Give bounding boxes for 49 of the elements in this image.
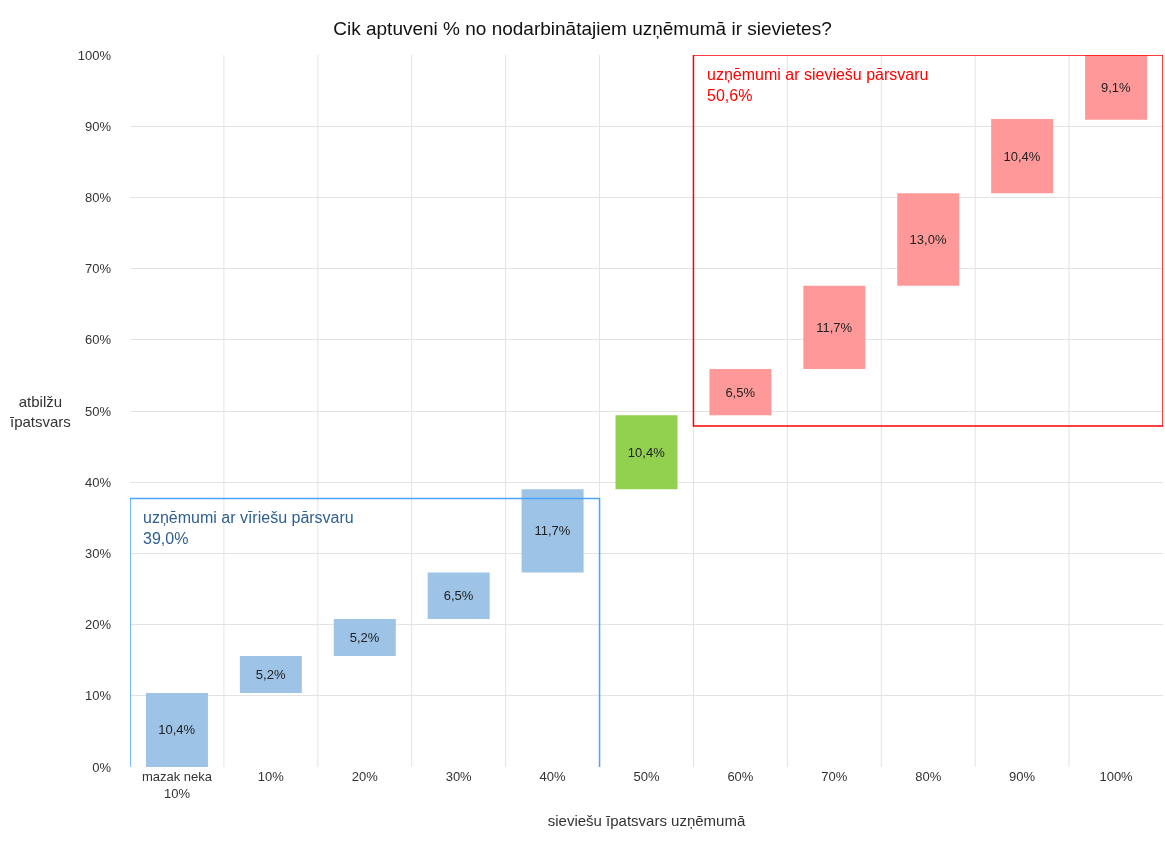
bar — [991, 119, 1054, 194]
y-tick-label: 100% — [77, 47, 112, 63]
y-tick-label: 80% — [84, 189, 112, 205]
x-tick-label: 60% — [727, 769, 754, 784]
data-label: 6,5% — [725, 384, 756, 400]
data-label: 9,1% — [1101, 79, 1132, 95]
bar — [615, 415, 678, 490]
y-tick-label: 30% — [84, 545, 112, 561]
x-tick-label: 20% — [351, 769, 379, 784]
data-label: 11,7% — [816, 319, 853, 335]
x-tick-label: 70% — [821, 769, 848, 784]
x-tick-label: 80% — [915, 769, 942, 784]
y-tick-label: 50% — [84, 403, 112, 419]
y-tick-label: 10% — [84, 688, 112, 704]
x-tick-label: 50% — [633, 769, 660, 784]
y-tick-label: 0% — [92, 759, 112, 775]
y-tick-label: 40% — [84, 474, 112, 490]
data-label: 10,4% — [627, 444, 666, 460]
x-tick-label: 10% — [257, 769, 285, 784]
x-tick-label: 100% — [1099, 769, 1134, 784]
data-label: 10,4% — [1003, 148, 1041, 164]
y-tick-label: 90% — [84, 118, 112, 134]
data-label: 5,2% — [255, 666, 286, 682]
chart-title: Cik aptuveni % no nodarbinātajiem uzņēmumā ir sievietes? — [333, 17, 832, 39]
bar — [897, 193, 960, 286]
bar — [709, 368, 772, 416]
annotation: uzņēmumi ar vīriešu pārsvaru 39,0% — [143, 509, 354, 547]
bar — [521, 489, 584, 573]
bar — [803, 285, 866, 369]
x-tick-label: mazak neka 10% — [141, 769, 213, 801]
bar — [145, 692, 208, 767]
data-label: 6,5% — [443, 588, 474, 604]
data-label: 11,7% — [534, 523, 571, 539]
data-label: 10,4% — [158, 722, 196, 738]
x-tick-label: 90% — [1009, 769, 1036, 784]
x-tick-label: 40% — [539, 769, 567, 784]
y-tick-label: 60% — [84, 332, 112, 348]
y-tick-label: 70% — [84, 261, 112, 277]
y-tick-label: 20% — [84, 617, 112, 633]
bar — [427, 572, 490, 619]
y-axis-title: atbilžu īpatsvars — [10, 393, 71, 430]
data-label: 13,0% — [909, 231, 947, 247]
bar — [239, 655, 302, 693]
x-tick-label: 30% — [445, 769, 473, 784]
bar — [1085, 55, 1148, 120]
data-label: 5,2% — [349, 629, 380, 645]
x-axis-title: sieviešu īpatsvars uzņēmumā — [547, 811, 746, 829]
bar — [333, 618, 396, 656]
annotation: uzņēmumi ar sieviešu pārsvaru 50,6% — [707, 66, 929, 104]
